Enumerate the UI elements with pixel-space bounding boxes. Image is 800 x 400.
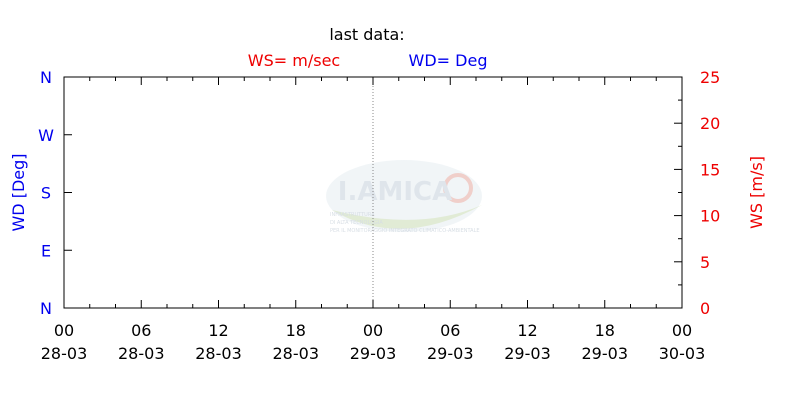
- ws-tick-label: 20: [700, 114, 720, 133]
- wd-tick-label: W: [38, 126, 54, 145]
- x-tick-label-time: 00: [672, 321, 692, 340]
- ws-tick-label: 25: [700, 68, 720, 87]
- wd-tick-label: S: [41, 184, 51, 203]
- watermark-name: I.AMICA: [338, 177, 452, 207]
- iamica-logo-watermark: I.AMICA INFRASTRUTTURA DI ALTA TECNOLOGI…: [326, 160, 482, 234]
- wd-tick-label: N: [40, 299, 52, 318]
- x-tick-label-time: 18: [595, 321, 615, 340]
- watermark-line-1: INFRASTRUTTURA: [330, 212, 375, 218]
- wd-unit-label: WD= Deg: [409, 51, 488, 70]
- x-tick-label-date: 29-03: [350, 344, 397, 363]
- x-tick-label-time: 00: [54, 321, 74, 340]
- wd-tick-label: E: [41, 241, 51, 260]
- x-tick-label-date: 29-03: [504, 344, 551, 363]
- wd-axis-title: WD [Deg]: [9, 153, 28, 231]
- x-tick-label-date: 29-03: [427, 344, 474, 363]
- x-tick-label-time: 06: [131, 321, 151, 340]
- x-tick-label-date: 28-03: [195, 344, 242, 363]
- x-tick-label-date: 28-03: [273, 344, 320, 363]
- ws-tick-label: 15: [700, 160, 720, 179]
- x-tick-label-time: 12: [208, 321, 228, 340]
- ws-axis-title: WS [m/s]: [747, 156, 766, 229]
- x-tick-label-time: 12: [517, 321, 537, 340]
- x-tick-label-date: 30-03: [659, 344, 706, 363]
- x-tick-label-time: 18: [286, 321, 306, 340]
- ws-tick-label: 5: [700, 253, 710, 272]
- x-tick-label-date: 28-03: [118, 344, 165, 363]
- watermark-line-2: DI ALTA TECNOLOGIA: [330, 220, 383, 226]
- wd-tick-label: N: [40, 68, 52, 87]
- x-tick-label-date: 28-03: [41, 344, 88, 363]
- watermark-line-3: PER IL MONITORAGGIO INTEGRATO CLIMATICO-…: [330, 228, 480, 234]
- x-tick-label-time: 00: [363, 321, 383, 340]
- ws-tick-label: 10: [700, 207, 720, 226]
- x-tick-label-time: 06: [440, 321, 460, 340]
- ws-unit-label: WS= m/sec: [248, 51, 340, 70]
- last-data-label: last data:: [329, 25, 404, 44]
- x-tick-label-date: 29-03: [582, 344, 629, 363]
- ws-tick-label: 0: [700, 299, 710, 318]
